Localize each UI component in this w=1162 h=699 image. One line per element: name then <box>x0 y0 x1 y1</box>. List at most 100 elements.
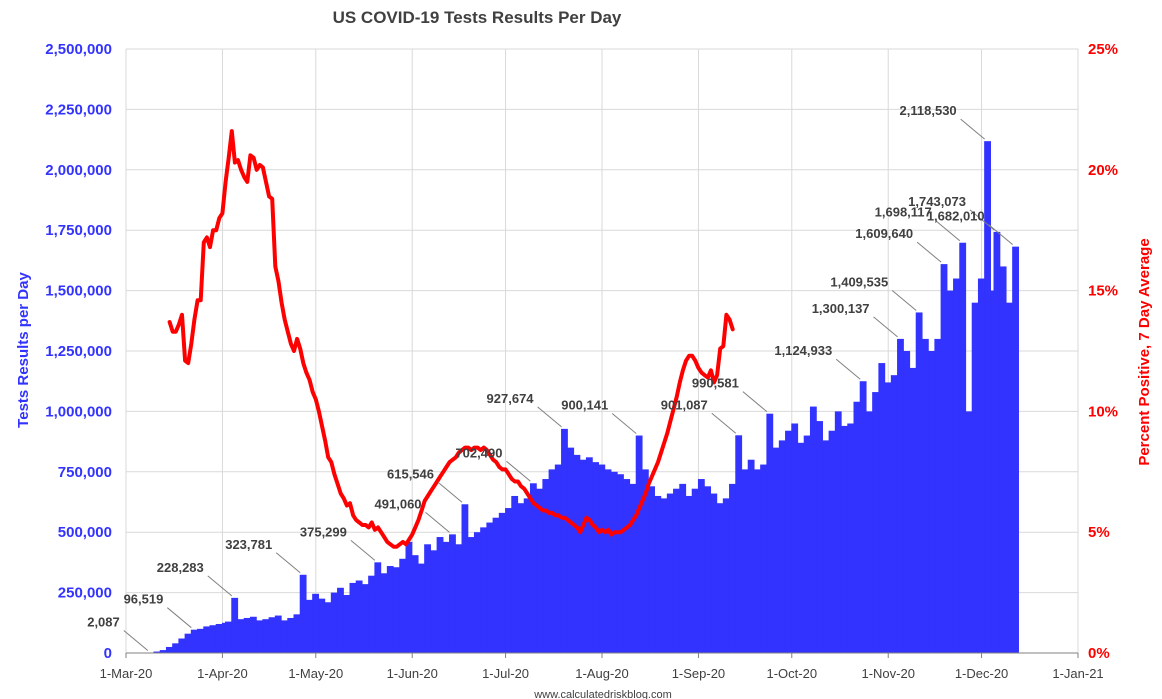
test-bar <box>324 602 332 653</box>
test-bar <box>679 483 687 653</box>
annotation-leader <box>350 539 376 561</box>
test-bar <box>623 479 631 653</box>
test-bar <box>561 428 568 653</box>
x-tick-label: 1-Jul-20 <box>482 666 529 681</box>
test-bar <box>984 141 991 653</box>
test-bar <box>190 629 198 653</box>
test-bar <box>523 498 531 653</box>
y-axis-label-left: Tests Results per Day <box>15 272 32 428</box>
test-bar <box>747 459 755 653</box>
test-bar <box>654 495 662 653</box>
y-tick-label: 1,250,000 <box>45 343 112 360</box>
test-bar <box>411 555 419 653</box>
test-bar <box>256 620 263 653</box>
test-bar <box>965 411 973 653</box>
test-bar <box>971 302 979 653</box>
test-bar <box>716 503 724 653</box>
test-bar <box>355 580 363 653</box>
test-bar <box>517 503 525 653</box>
y2-tick-label: 0% <box>1088 645 1110 662</box>
test-bar <box>184 633 192 653</box>
test-bar <box>172 643 179 653</box>
test-bar <box>455 544 463 653</box>
test-bar <box>592 462 599 653</box>
annotation-leader <box>425 511 450 533</box>
test-bar <box>312 593 319 653</box>
test-bar <box>617 474 624 653</box>
test-bar <box>816 421 823 653</box>
test-bar <box>1005 302 1013 653</box>
x-tick-label: 1-Dec-20 <box>955 666 1008 681</box>
test-bar <box>772 447 780 653</box>
test-bar <box>797 442 805 653</box>
y2-tick-label: 10% <box>1088 403 1118 420</box>
test-bar <box>872 392 879 653</box>
y-tick-label: 1,750,000 <box>45 222 112 239</box>
x-tick-label: 1-Aug-20 <box>575 666 628 681</box>
y-tick-label: 250,000 <box>58 585 112 602</box>
test-bar <box>293 614 301 653</box>
annotation-leader <box>167 607 192 629</box>
test-bar <box>225 621 232 653</box>
annotation-label: 901,087 <box>661 397 708 412</box>
y-tick-label: 2,500,000 <box>45 41 112 58</box>
source-credit: www.calculatedriskblog.com <box>533 689 672 699</box>
percent-positive-line-group <box>167 129 735 549</box>
test-bar <box>710 493 718 653</box>
test-bar <box>604 469 612 653</box>
test-bar <box>567 447 575 653</box>
test-bar <box>585 457 593 653</box>
x-tick-label: 1-Nov-20 <box>861 666 914 681</box>
annotation-label: 900,141 <box>561 398 608 413</box>
test-bar <box>197 628 204 653</box>
test-bar <box>884 382 892 653</box>
test-bar <box>890 375 898 653</box>
y-tick-label: 500,000 <box>58 524 112 541</box>
test-bar <box>953 278 960 653</box>
annotation-leader <box>611 413 637 434</box>
annotation-label: 702,490 <box>455 445 502 460</box>
annotation-label: 990,581 <box>692 376 739 391</box>
annotation-label: 2,087 <box>87 614 120 629</box>
y-tick-label: 1,500,000 <box>45 283 112 300</box>
y-axis-label-right: Percent Positive, 7 Day Average <box>1136 238 1153 465</box>
test-bar <box>343 595 351 653</box>
test-bar <box>268 617 276 653</box>
test-bar <box>554 464 562 653</box>
test-bar <box>505 508 512 653</box>
test-bar <box>467 537 475 653</box>
test-bar <box>841 425 848 653</box>
axes: 0 250,000 500,000 750,000 1,000,000 1,250,000… <box>45 41 1118 681</box>
tests-bars <box>134 141 1019 654</box>
x-tick-label: 1-Jan-21 <box>1052 666 1103 681</box>
test-bar <box>305 599 313 653</box>
test-bar <box>878 363 886 653</box>
test-bar <box>977 278 985 653</box>
test-bar <box>480 527 487 653</box>
annotation-label: 375,299 <box>300 524 347 539</box>
test-bar <box>660 498 668 653</box>
test-bar <box>859 381 867 653</box>
test-bar <box>865 411 873 653</box>
y-tick-label: 750,000 <box>58 464 112 481</box>
test-bar <box>442 541 450 653</box>
test-bar <box>993 231 1001 653</box>
test-bar <box>946 290 954 653</box>
annotation-label: 228,283 <box>157 560 204 575</box>
test-bar <box>237 619 245 653</box>
test-bar <box>417 563 425 653</box>
test-bar <box>281 620 288 653</box>
test-bar <box>165 646 173 653</box>
annotation-leader <box>835 358 861 380</box>
annotation-label: 491,060 <box>375 496 422 511</box>
test-bar <box>990 290 995 653</box>
test-bar <box>386 566 394 653</box>
test-bar <box>778 440 786 653</box>
test-bar <box>492 517 500 653</box>
test-bar <box>430 550 438 653</box>
test-bar <box>299 574 307 653</box>
annotation-label: 1,682,010 <box>927 209 985 224</box>
test-bar <box>231 597 239 653</box>
chart-title: US COVID-19 Tests Results Per Day <box>333 8 622 27</box>
